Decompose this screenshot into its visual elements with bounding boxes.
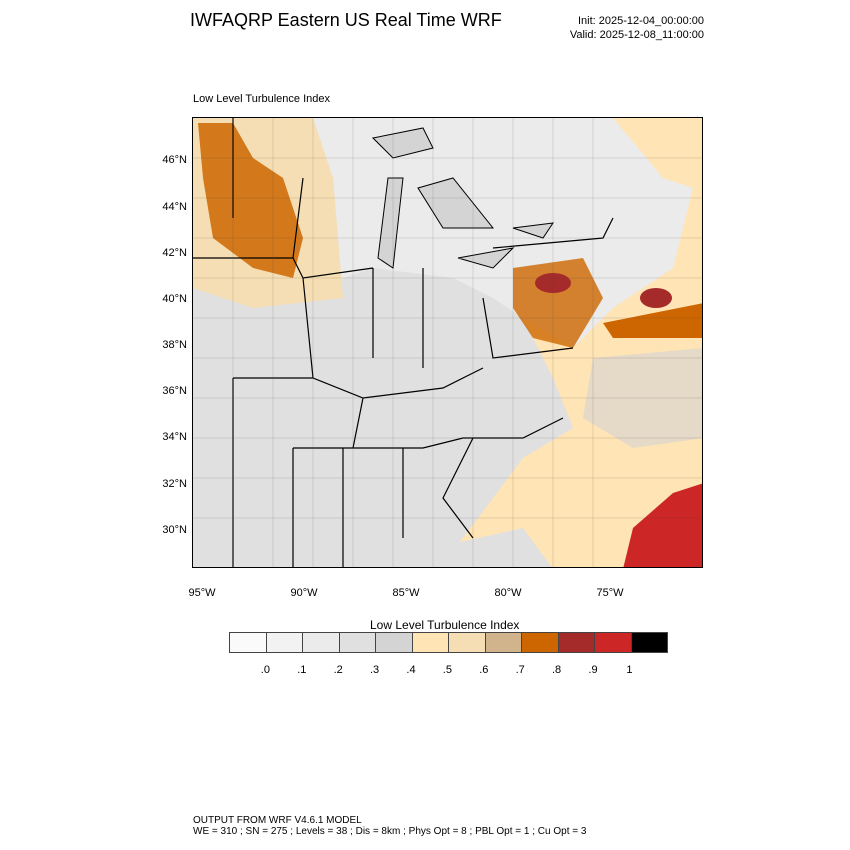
colorbar-label: 1 xyxy=(626,664,633,676)
figure-title: IWFAQRP Eastern US Real Time WRF xyxy=(190,10,502,30)
lat-label: 42°N xyxy=(162,247,187,259)
lat-label: 46°N xyxy=(162,154,187,166)
colorbar-label: .5 xyxy=(442,664,452,676)
colorbar-label: .6 xyxy=(479,664,489,676)
lon-label: 75°W xyxy=(596,587,624,599)
lon-label: 95°W xyxy=(188,587,216,599)
plot-title: Low Level Turbulence Index xyxy=(193,93,330,105)
pennsylvania-high xyxy=(513,258,603,348)
init-time: Init: 2025-12-04_00:00:00 xyxy=(578,15,704,27)
model-version: OUTPUT FROM WRF V4.6.1 MODEL xyxy=(193,815,362,826)
colorbar-swatch xyxy=(595,633,632,652)
colorbar-swatch xyxy=(376,633,413,652)
colorbar-swatch xyxy=(230,633,267,652)
colorbar-label: .8 xyxy=(552,664,562,676)
lat-label: 44°N xyxy=(162,201,187,213)
lon-label: 85°W xyxy=(392,587,420,599)
colorbar-label: .7 xyxy=(515,664,525,676)
lon-label: 90°W xyxy=(290,587,318,599)
county-grid xyxy=(193,118,702,567)
lon-label: 80°W xyxy=(494,587,522,599)
northwest-high xyxy=(198,123,303,278)
atlantic-orange xyxy=(603,303,702,338)
turbulence-map xyxy=(192,117,703,568)
atlantic-peak xyxy=(640,288,672,308)
colorbar-swatch xyxy=(339,633,376,652)
southeast-red xyxy=(623,483,702,567)
colorbar-swatch xyxy=(449,633,486,652)
lat-label: 34°N xyxy=(162,431,187,443)
colorbar-label: .0 xyxy=(260,664,270,676)
model-info: OUTPUT FROM WRF V4.6.1 MODEL WE = 310 ; … xyxy=(193,815,586,837)
lat-label: 40°N xyxy=(162,293,187,305)
land-gray xyxy=(193,268,573,567)
colorbar-label: .2 xyxy=(333,664,343,676)
colorbar-swatch xyxy=(522,633,559,652)
time-info: Init: 2025-12-04_00:00:00 Valid: 2025-12… xyxy=(570,14,704,42)
lat-label: 36°N xyxy=(162,385,187,397)
lat-label: 32°N xyxy=(162,478,187,490)
model-config: WE = 310 ; SN = 275 ; Levels = 38 ; Dis … xyxy=(193,826,587,837)
colorbar-title: Low Level Turbulence Index xyxy=(370,618,520,632)
colorbar-label: .4 xyxy=(406,664,416,676)
gulf-gray xyxy=(433,528,552,567)
colorbar-swatch xyxy=(266,633,303,652)
colorbar-label: .3 xyxy=(370,664,380,676)
lat-label: 30°N xyxy=(162,524,187,536)
colorbar-swatch xyxy=(303,633,340,652)
colorbar-swatch xyxy=(558,633,595,652)
colorbar-label: .9 xyxy=(588,664,598,676)
colorbar-label: .1 xyxy=(297,664,307,676)
lat-label: 38°N xyxy=(162,339,187,351)
colorbar-swatch xyxy=(485,633,522,652)
colorbar xyxy=(229,632,668,653)
colorbar-swatch xyxy=(631,633,667,652)
valid-time: Valid: 2025-12-08_11:00:00 xyxy=(569,29,704,41)
colorbar-swatch xyxy=(412,633,449,652)
